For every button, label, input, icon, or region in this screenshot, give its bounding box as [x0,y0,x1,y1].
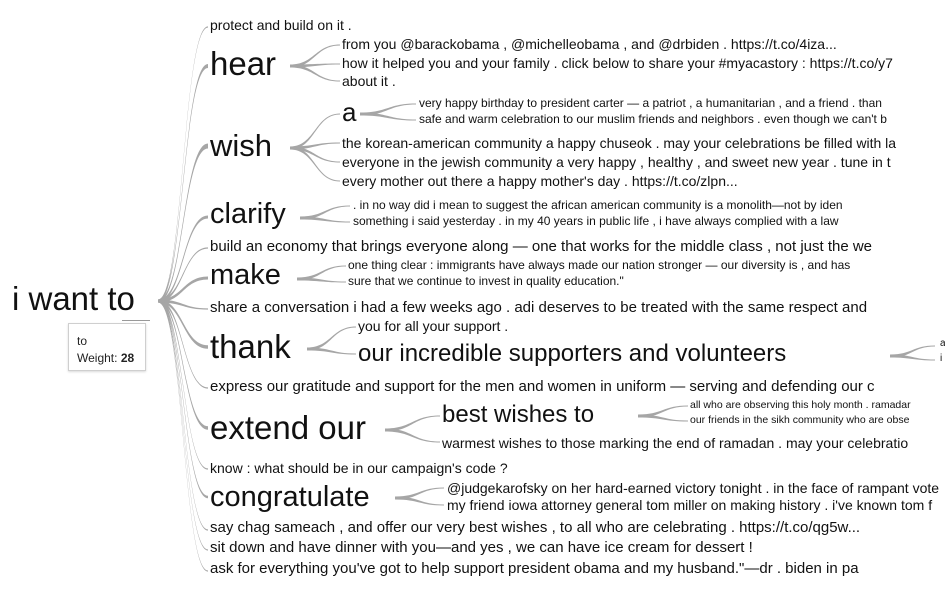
node-wish-a-1[interactable]: very happy birthday to president carter … [419,96,882,110]
node-make[interactable]: make [210,259,281,291]
node-wish-2[interactable]: everyone in the jewish community a very … [342,154,891,170]
sub-branch-5-1 [307,347,356,355]
sub-branch-2-0 [360,103,416,116]
node-express[interactable]: express our gratitude and support for th… [210,378,875,395]
sub-branch-4-1 [297,277,346,283]
root-branch-14 [158,299,208,572]
node-hear-3[interactable]: about it . [342,73,396,89]
node-congratulate[interactable]: congratulate [210,481,370,513]
node-extend-best-2[interactable]: our friends in the sikh community who ar… [690,414,910,426]
sub-branch-7-1 [638,414,688,422]
sub-branch-4-0 [297,265,346,281]
sub-branch-0-0 [290,44,340,68]
root-branch-0 [158,26,208,303]
node-protect[interactable]: protect and build on it . [210,17,352,33]
node-thank-2-b[interactable]: i [940,353,943,364]
sub-branch-9-1 [890,354,935,361]
node-sit[interactable]: sit down and have dinner with you—and ye… [210,539,753,556]
node-ask[interactable]: ask for everything you've got to help su… [210,560,859,577]
node-make-2[interactable]: sure that we continue to invest in quali… [348,274,624,288]
sub-branch-6-1 [385,428,440,443]
sub-branch-5-0 [307,326,356,351]
node-share[interactable]: share a conversation i had a few weeks a… [210,299,868,316]
node-say[interactable]: say chag sameach , and offer our very be… [210,519,861,536]
root-branch-1 [158,64,208,303]
node-congratulate-2[interactable]: my friend iowa attorney general tom mill… [447,497,933,513]
sub-branch-9-0 [890,345,935,358]
node-hear[interactable]: hear [210,45,277,82]
sub-branch-8-1 [395,496,444,506]
sub-branch-3-1 [300,216,350,223]
root-phrase[interactable]: i want to [12,280,135,317]
root-underline [122,320,150,321]
node-thank-1[interactable]: you for all your support . [358,318,509,334]
sub-branch-1-0 [290,113,340,150]
root-branch-3 [158,215,208,303]
node-extend-best[interactable]: best wishes to [442,401,595,428]
sub-branch-7-0 [638,405,688,418]
root-branch-12 [158,299,208,531]
sub-branch-3-0 [300,205,350,220]
node-make-1[interactable]: one thing clear : immigrants have always… [348,258,851,272]
sub-branch-1-3 [290,146,340,182]
sub-branch-0-2 [290,64,340,82]
root-branch-10 [158,299,208,470]
node-wish-1[interactable]: the korean-american community a happy ch… [342,135,897,151]
node-clarify[interactable]: clarify [210,198,286,230]
sub-branch-2-1 [360,112,416,121]
node-wish-a[interactable]: a [342,97,357,127]
node-extend-1[interactable]: warmest wishes to those marking the end … [442,435,909,451]
sub-branch-8-0 [395,487,444,500]
sub-branch-1-1 [290,142,340,150]
root-branch-2 [158,143,208,303]
node-wish-a-2[interactable]: safe and warm celebration to our muslim … [419,112,887,126]
node-build[interactable]: build an economy that brings everyone al… [210,238,873,255]
node-wish[interactable]: wish [210,128,273,163]
node-hear-2[interactable]: how it helped you and your family . clic… [342,55,893,71]
node-hear-1[interactable]: from you @barackobama , @michelleobama ,… [342,36,837,52]
node-thank-2-a[interactable]: a [940,338,945,349]
root-branch-9 [158,299,208,430]
weight-tooltip: to Weight: 28 [68,323,146,371]
tooltip-weight-value: 28 [120,351,135,365]
tooltip-word: to [77,334,88,348]
node-know[interactable]: know : what should be in our campaign's … [210,460,508,476]
tooltip-weight: Weight: 28 [77,351,134,365]
node-thank-2[interactable]: our incredible supporters and volunteers [358,340,787,367]
root-branch-11 [158,299,208,499]
node-congratulate-1[interactable]: @judgekarofsky on her hard-earned victor… [447,480,940,496]
node-thank[interactable]: thank [210,328,291,365]
node-clarify-1[interactable]: . in no way did i mean to suggest the af… [353,198,843,212]
root-branch-7 [158,299,208,349]
node-extend[interactable]: extend our [210,409,366,446]
node-clarify-2[interactable]: something i said yesterday . in my 40 ye… [353,214,839,228]
root-branch-13 [158,299,208,551]
node-extend-best-1[interactable]: all who are observing this holy month . … [690,399,911,411]
root-branch-4 [158,247,208,303]
sub-branch-6-0 [385,415,440,432]
tooltip-weight-label: Weight: [77,351,118,365]
root-branch-5 [158,276,208,303]
node-wish-3[interactable]: every mother out there a happy mother's … [342,173,738,189]
root-branch-6 [158,299,208,310]
root-branch-8 [158,299,208,389]
